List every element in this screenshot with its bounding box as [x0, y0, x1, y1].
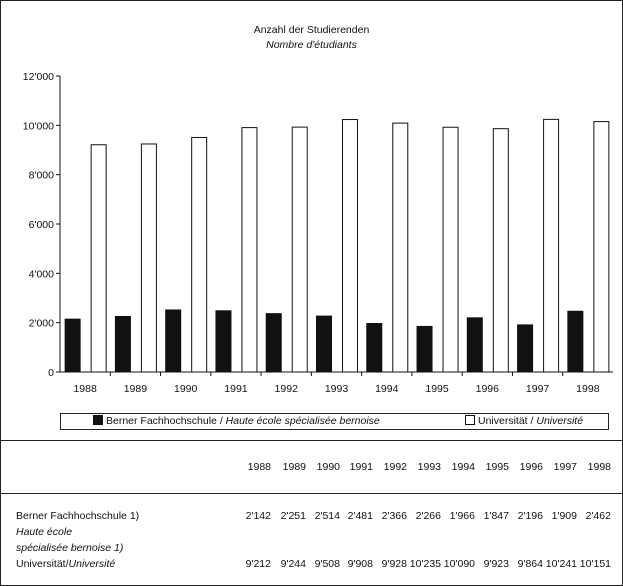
table-cell-universitaet: 9'864: [517, 558, 543, 570]
y-tick-label: 2'000: [29, 318, 55, 330]
x-tick-label: 1990: [174, 383, 198, 395]
legend-item-fachhochschule: Berner Fachhochschule / Haute école spéc…: [93, 415, 380, 427]
bar-universitaet: [140, 143, 157, 373]
bar-universitaet: [593, 121, 610, 373]
table-cell-universitaet: 9'928: [381, 558, 407, 570]
chart-labels: 0 2'000 4'000 6'000 8'000 10'000 12'000 1988 198…: [23, 71, 600, 395]
table-cell-fachhochschule: 2'251: [280, 510, 306, 522]
row-label-de: Universität/: [16, 558, 69, 570]
bar-fachhochschule: [165, 309, 182, 373]
legend-label-de: Berner Fachhochschule /: [106, 415, 226, 427]
bar-fachhochschule: [567, 310, 584, 373]
bar-fachhochschule: [316, 315, 332, 373]
bar-fachhochschule: [517, 324, 534, 373]
x-tick-label: 1988: [73, 383, 97, 395]
table-year-header: 1998: [587, 461, 611, 473]
table-cell-fachhochschule: 2'266: [415, 510, 441, 522]
table-year-header: 1990: [316, 461, 340, 473]
bar-universitaet: [392, 122, 409, 373]
row-label-fr: Université: [68, 558, 116, 570]
x-tick-label: 1993: [325, 383, 349, 395]
table-year-header: 1993: [417, 461, 441, 473]
y-tick-label: 12'000: [23, 71, 54, 83]
legend-item-universitaet: Universität / Université: [465, 415, 583, 427]
x-tick-label: 1996: [476, 383, 500, 395]
y-tick-label: 4'000: [29, 268, 55, 280]
table-year-header: 1996: [519, 461, 543, 473]
table-year-header: 1994: [451, 461, 475, 473]
y-tick-label: 6'000: [29, 219, 55, 231]
table-year-header: 1989: [282, 461, 306, 473]
legend-label-fr: Haute école spécialisée bernoise: [225, 415, 380, 427]
table-cell-fachhochschule: 2'196: [517, 510, 543, 522]
y-tick-label: 10'000: [23, 120, 54, 132]
legend-label-fr: Université: [536, 415, 584, 427]
chart-title: Anzahl der Studierenden: [253, 24, 370, 36]
y-tick-label: 8'000: [29, 170, 55, 182]
row-label-fachhochschule: Berner Fachhochschule 1): [16, 510, 140, 522]
chart-bars: [64, 118, 610, 373]
table-year-header: 1991: [349, 461, 373, 473]
x-tick-label: 1998: [576, 383, 600, 395]
x-tick-label: 1997: [526, 383, 550, 395]
legend-swatch-white: [465, 415, 475, 425]
table-cell-universitaet: 9'508: [314, 558, 340, 570]
row-label-universitaet: Universität/Université: [16, 558, 115, 570]
x-tick-label: 1995: [425, 383, 449, 395]
table-year-header: 1997: [553, 461, 577, 473]
table-cell-universitaet: 10'090: [443, 558, 475, 570]
table-cell-fachhochschule: 2'366: [381, 510, 407, 522]
x-tick-label: 1991: [224, 383, 248, 395]
table-cell-universitaet: 9'923: [483, 558, 509, 570]
bar-fachhochschule: [265, 313, 282, 373]
table-cell-universitaet: 10'151: [579, 558, 611, 570]
bar-fachhochschule: [416, 325, 433, 373]
x-tick-label: 1989: [124, 383, 148, 395]
table-cell-fachhochschule: 2'514: [314, 510, 340, 522]
legend-label-de: Universität /: [478, 415, 537, 427]
table-header-rule: [0, 493, 623, 494]
legend-swatch-black: [93, 415, 103, 425]
y-tick-label: 0: [48, 367, 54, 379]
bar-universitaet: [291, 126, 308, 373]
table-cell-universitaet: 9'244: [280, 558, 306, 570]
bar-fachhochschule: [466, 317, 483, 373]
bar-fachhochschule: [215, 310, 232, 373]
row-sublabel-line1: Haute école: [16, 526, 73, 538]
bar-universitaet: [241, 127, 258, 373]
bar-universitaet: [442, 126, 459, 373]
bar-universitaet: [191, 136, 208, 373]
row-sublabel-line2: spécialisée bernoise 1): [16, 542, 124, 554]
table-year-header: 1995: [485, 461, 509, 473]
chart-subtitle: Nombre d'étudiants: [266, 39, 357, 51]
bar-universitaet: [90, 144, 107, 373]
chart-legend: Berner Fachhochschule / Haute école spéc…: [60, 413, 609, 430]
table-cell-fachhochschule: 1'847: [483, 510, 509, 522]
table-cell-fachhochschule: 2'142: [245, 510, 271, 522]
table-cell-fachhochschule: 2'462: [585, 510, 611, 522]
table-year-header: 1992: [383, 461, 407, 473]
table-cell-fachhochschule: 2'481: [347, 510, 373, 522]
table-cell-universitaet: 10'235: [409, 558, 441, 570]
x-tick-label: 1992: [275, 383, 299, 395]
bar-fachhochschule: [64, 318, 81, 373]
bar-universitaet: [342, 119, 358, 373]
table-cell-universitaet: 9'908: [347, 558, 373, 570]
bar-fachhochschule: [366, 323, 383, 373]
table-cell-fachhochschule: 1'966: [449, 510, 475, 522]
table-cell-fachhochschule: 1'909: [551, 510, 577, 522]
table-cell-universitaet: 9'212: [245, 558, 271, 570]
bar-universitaet: [492, 128, 509, 373]
x-tick-label: 1994: [375, 383, 399, 395]
bar-universitaet: [543, 118, 560, 373]
table-top-rule: [0, 440, 623, 441]
bar-fachhochschule: [114, 315, 131, 373]
table-year-header: 1988: [247, 461, 271, 473]
table-cell-universitaet: 10'241: [545, 558, 577, 570]
